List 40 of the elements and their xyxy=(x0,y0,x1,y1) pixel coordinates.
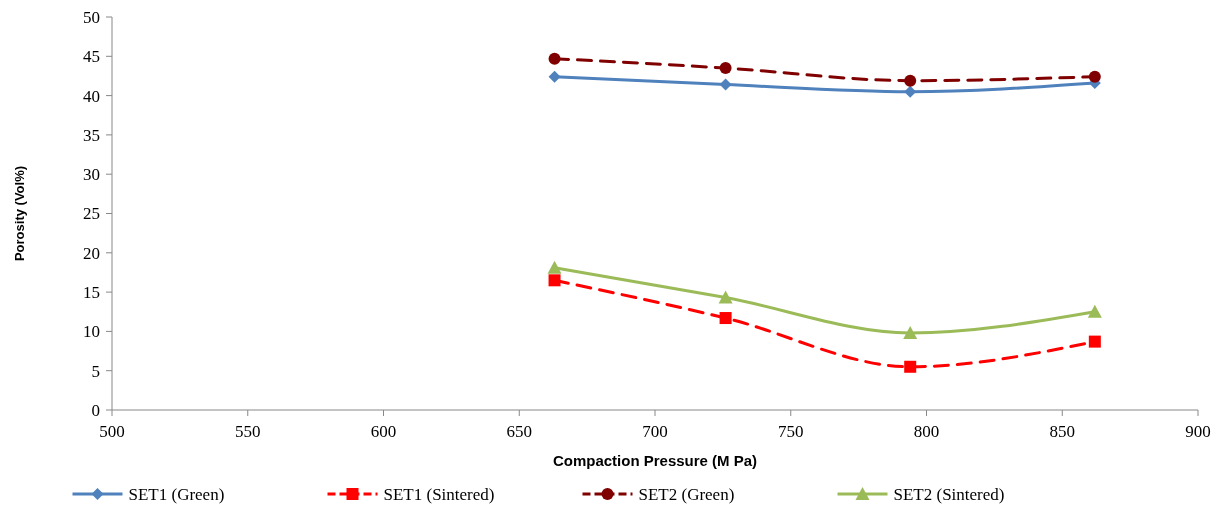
point xyxy=(1088,335,1101,348)
point xyxy=(718,290,733,304)
point xyxy=(548,52,561,65)
legend-label: SET1 (Sintered) xyxy=(383,484,495,504)
point xyxy=(904,360,917,373)
x-tick-label: 500 xyxy=(99,422,125,441)
y-tick-label: 45 xyxy=(83,47,100,67)
y-tick-label: 10 xyxy=(83,322,100,342)
x-tick-label: 600 xyxy=(370,422,397,441)
point xyxy=(1088,70,1101,83)
point xyxy=(904,74,917,87)
point xyxy=(548,70,561,83)
y-tick-label: 20 xyxy=(83,243,100,263)
y-tick-label: 25 xyxy=(83,204,100,224)
legend-label: SET2 (Green) xyxy=(638,484,735,504)
point xyxy=(719,78,732,91)
point xyxy=(547,260,562,274)
point xyxy=(1087,304,1102,318)
point xyxy=(548,274,561,287)
point xyxy=(719,312,732,325)
y-tick-label: 0 xyxy=(91,400,100,420)
point xyxy=(903,325,918,339)
y-tick-label: 15 xyxy=(83,283,100,303)
point xyxy=(719,62,732,75)
y-tick-label: 30 xyxy=(83,165,100,185)
y-tick-label: 35 xyxy=(83,125,100,145)
y-axis-title: Porosity (Vol%) xyxy=(12,165,27,262)
x-tick-label: 550 xyxy=(235,422,261,441)
x-tick-label: 800 xyxy=(913,422,940,441)
x-tick-label: 850 xyxy=(1049,422,1075,441)
y-tick-label: 5 xyxy=(91,361,100,381)
x-tick-label: 700 xyxy=(642,422,668,441)
x-tick-label: 900 xyxy=(1185,422,1211,441)
y-tick-label: 50 xyxy=(83,7,100,27)
legend-label: SET1 (Green) xyxy=(128,484,225,504)
legend-label: SET2 (Sintered) xyxy=(893,484,1005,504)
y-tick-label: 40 xyxy=(83,86,100,106)
x-tick-label: 650 xyxy=(506,422,532,441)
x-axis-title: Compaction Pressure (M Pa) xyxy=(552,452,758,469)
x-tick-label: 750 xyxy=(778,422,804,441)
